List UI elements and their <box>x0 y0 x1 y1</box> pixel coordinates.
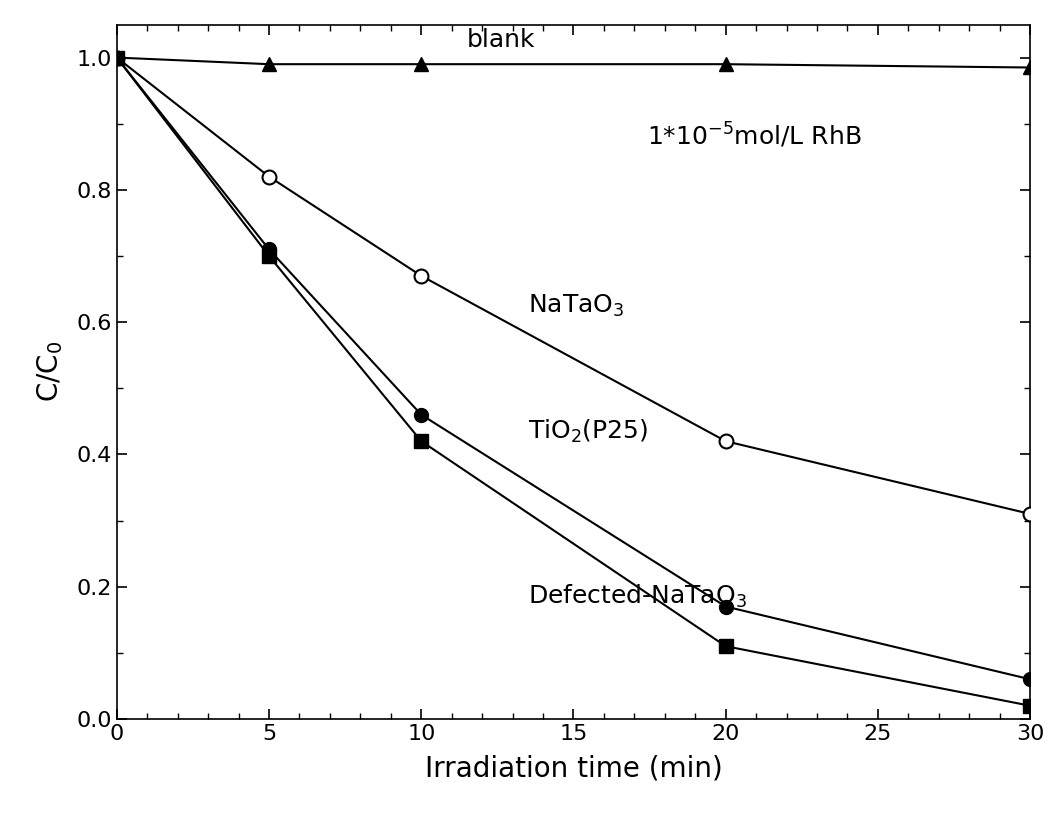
Text: 1*10$^{-5}$mol/L RhB: 1*10$^{-5}$mol/L RhB <box>647 121 861 150</box>
X-axis label: Irradiation time (min): Irradiation time (min) <box>425 755 722 783</box>
Text: TiO$_2$(P25): TiO$_2$(P25) <box>528 417 648 445</box>
Text: blank: blank <box>467 29 535 52</box>
Text: Defected-NaTaO$_3$: Defected-NaTaO$_3$ <box>528 583 747 610</box>
Text: NaTaO$_3$: NaTaO$_3$ <box>528 292 624 319</box>
Y-axis label: C/C$_0$: C/C$_0$ <box>35 341 66 403</box>
